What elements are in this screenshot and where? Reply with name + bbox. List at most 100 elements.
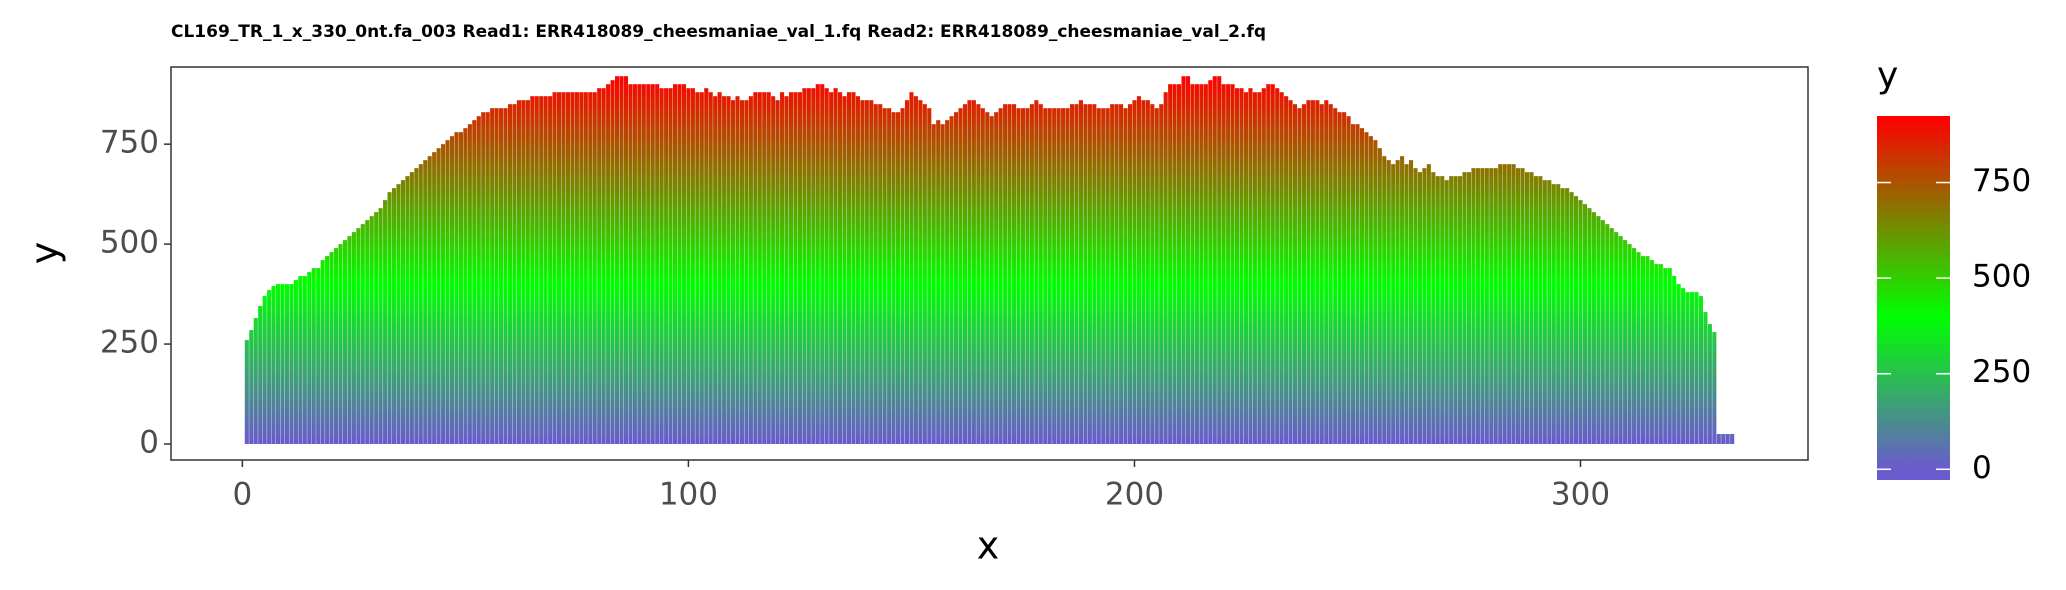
bar (913, 96, 918, 445)
bar (1003, 104, 1008, 445)
bar (860, 100, 865, 445)
bar (1208, 80, 1213, 445)
bar (744, 100, 749, 445)
legend-label: 0 (1972, 450, 1992, 486)
bar (1689, 292, 1695, 445)
bar (780, 92, 785, 445)
bar (583, 92, 588, 445)
bar (864, 100, 869, 445)
bar (1426, 164, 1431, 445)
bar (967, 100, 972, 445)
bar (1034, 100, 1039, 445)
bar (1408, 160, 1414, 445)
bar (1605, 224, 1610, 445)
bar (614, 76, 620, 445)
bar (1092, 104, 1097, 445)
bar (244, 340, 249, 445)
bar (1730, 434, 1735, 445)
bar (1016, 108, 1021, 445)
bar (1074, 104, 1079, 445)
bar (1114, 104, 1119, 445)
bar (1368, 136, 1373, 445)
bar (753, 92, 758, 445)
bar (1511, 164, 1516, 445)
bar (1292, 104, 1298, 445)
bar (815, 84, 820, 445)
bar (655, 84, 660, 445)
bar (757, 92, 762, 445)
bar (1623, 240, 1628, 445)
bar (1462, 172, 1467, 445)
bar (338, 244, 343, 445)
bar (525, 100, 530, 445)
bar (391, 188, 397, 445)
bar (962, 104, 968, 445)
bar (1565, 188, 1570, 445)
bar (1266, 84, 1271, 445)
bar (1261, 88, 1266, 445)
x-tick-label: 300 (1551, 477, 1610, 513)
bar (369, 216, 374, 445)
bar (891, 112, 896, 445)
bar (445, 140, 450, 445)
bar (400, 180, 405, 445)
colorbar (1877, 116, 1950, 480)
bar (664, 88, 669, 445)
bar (1591, 212, 1596, 445)
bar (784, 96, 789, 445)
bar (351, 232, 356, 445)
bar (1493, 168, 1498, 445)
x-tick-label: 100 (659, 477, 718, 513)
bar (539, 96, 544, 445)
bar (284, 284, 290, 445)
bar (958, 108, 963, 445)
legend-label: 750 (1972, 163, 2031, 199)
bar (1355, 124, 1360, 445)
bar (1685, 292, 1690, 445)
chart-title: CL169_TR_1_x_330_0nt.fa_003 Read1: ERR41… (171, 22, 1266, 42)
bar (1658, 264, 1663, 445)
bar (1551, 184, 1556, 445)
bar (945, 120, 950, 445)
bar (717, 92, 722, 445)
bar (494, 108, 499, 445)
bar (1484, 168, 1489, 445)
bar (739, 100, 744, 445)
bar (333, 248, 339, 445)
bar (971, 100, 976, 445)
bar (1618, 236, 1623, 445)
bar (1574, 196, 1579, 445)
bar (771, 96, 776, 445)
bar (1489, 168, 1494, 445)
bar (677, 84, 682, 445)
bar (793, 92, 798, 445)
bar (1043, 108, 1048, 445)
bar (414, 168, 419, 445)
bar (1110, 104, 1115, 445)
bar (1694, 292, 1699, 445)
bar (619, 76, 624, 445)
bar (1681, 288, 1686, 445)
bar (271, 286, 276, 445)
bar (1087, 104, 1092, 445)
bar (561, 92, 566, 445)
legend-title: y (1877, 55, 1898, 96)
bar (1507, 164, 1512, 445)
bar (1217, 76, 1222, 445)
bar (1578, 200, 1583, 445)
bar (1703, 312, 1708, 445)
bar (994, 112, 999, 445)
bar (1400, 156, 1405, 445)
bar (458, 132, 463, 445)
bar (1359, 128, 1365, 445)
bar (1395, 160, 1400, 445)
bar (672, 84, 678, 445)
bar (1123, 108, 1128, 445)
bar (833, 88, 838, 445)
bar (588, 92, 593, 445)
bar (1391, 164, 1396, 445)
bar (1417, 172, 1422, 445)
bar (1458, 176, 1463, 445)
bar (1324, 100, 1329, 445)
bar (842, 96, 847, 445)
